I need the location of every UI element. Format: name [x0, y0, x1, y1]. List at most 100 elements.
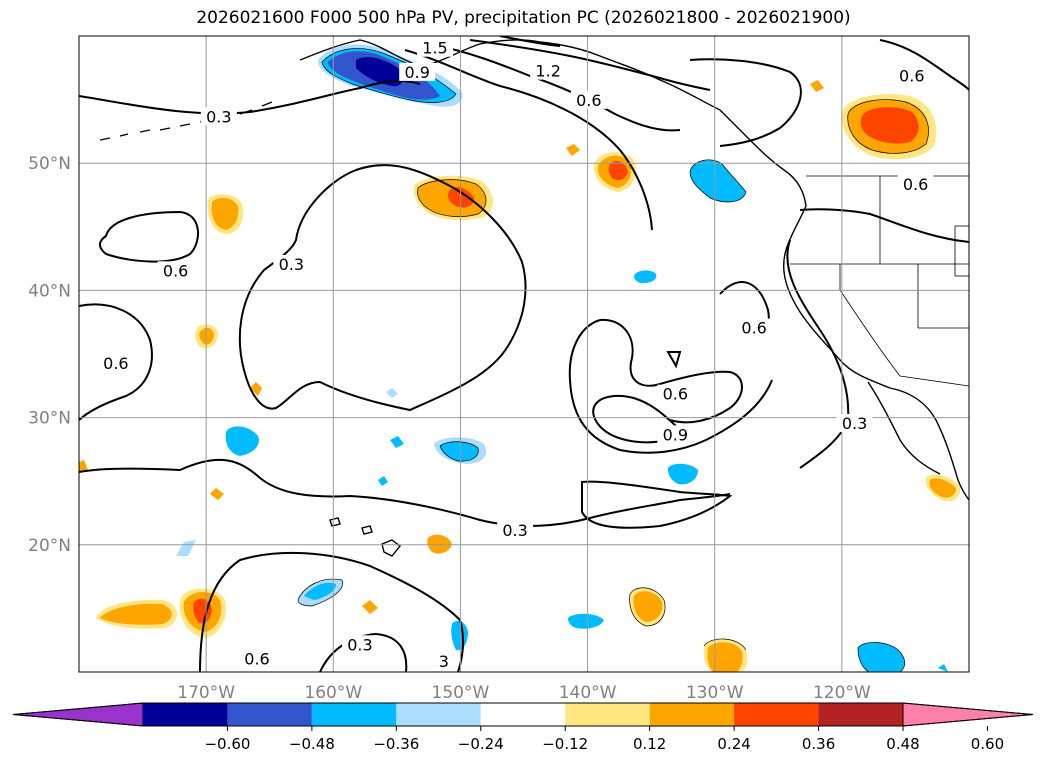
contour-label: 0.9 [404, 63, 429, 82]
hawaii-islands [329, 517, 401, 557]
contour-label-bg [657, 425, 694, 444]
x-tick-label: 160°W [304, 683, 362, 703]
colorbar-segment [818, 703, 903, 726]
precip-positive-blob [566, 144, 580, 156]
contour-label: 0.6 [576, 91, 601, 110]
colorbar-tick-label: −0.48 [289, 735, 335, 753]
pv-contour-0-3-west-band [79, 458, 731, 527]
precip-negative-blob [690, 159, 746, 202]
pv-contour-0-9-center [592, 394, 681, 444]
pv-contour-0-6-west [99, 210, 200, 263]
precip-blob-outlines [297, 48, 929, 672]
us-west-coast [783, 249, 969, 501]
y-tick-label: 40°N [28, 281, 71, 301]
contour-label: 0.6 [899, 67, 924, 86]
precip-negative-blob [634, 270, 657, 284]
pv-contour-1-2-north [469, 39, 711, 91]
precip-negative-blob [858, 642, 905, 672]
alaska-coast [299, 39, 721, 111]
colorbar: −0.60 −0.48 −0.36 −0.24 −0.12 0.12 0.24 0.36 0.4… [12, 702, 1034, 753]
precip-positive-blob [100, 603, 172, 625]
precip-positive-blob [79, 460, 88, 473]
contour-label-bg [341, 635, 378, 654]
pv-contour-0-3-center [599, 318, 743, 424]
contour-label: 0.3 [842, 414, 867, 433]
colorbar-tick-label: −0.12 [542, 735, 588, 753]
colorbar-extend-high [902, 702, 1034, 727]
colorbar-segment [734, 703, 819, 726]
colorbar-tick-label: 0.36 [802, 735, 835, 753]
contour-label-bg [530, 61, 567, 80]
contour-label-bg [736, 318, 773, 337]
x-tick-label: 150°W [432, 683, 490, 703]
chart-title: 2026021600 F000 500 hPa PV, precipitatio… [196, 8, 851, 28]
colorbar-tick-label: −0.60 [204, 735, 250, 753]
contour-label: 1.2 [535, 62, 560, 81]
contour-label-bg [239, 649, 275, 668]
contour-label-bg [97, 354, 134, 373]
pv-contours [79, 36, 969, 672]
precip-negative-blob [440, 441, 479, 462]
contour-label-bg [497, 520, 534, 539]
precip-negative-blob [938, 664, 948, 672]
plot-frame [78, 35, 970, 673]
contour-label: 0.3 [279, 255, 304, 274]
y-tick-label: 30°N [28, 409, 71, 429]
pv-contour-0-6-gulf [689, 58, 802, 147]
precip-negative-blob [225, 426, 259, 456]
contour-label-bg [417, 38, 453, 57]
map-plot-area: 1.5 0.9 1.2 0.6 0.6 0.3 0.6 0.3 0.6 0.6 0.6 0.9 0.3 0… [79, 36, 969, 672]
colorbar-segment [480, 703, 566, 726]
colorbar-segment [396, 703, 481, 726]
contour-label: 1.5 [422, 39, 447, 58]
x-tick-label: 120°W [813, 683, 871, 703]
colorbar-tick-label: 0.48 [886, 735, 919, 753]
contour-label: 0.6 [163, 261, 188, 280]
precip-negative-blob [304, 582, 336, 600]
precip-positive-blob [250, 382, 262, 396]
pv-contour-0-3-north [79, 80, 421, 115]
contour-label: 0.6 [103, 354, 128, 373]
precip-positive-blob [193, 598, 212, 624]
contour-label-bg [200, 107, 237, 126]
precip-negative-blob [386, 388, 398, 398]
colorbar-extend-low [12, 702, 144, 727]
contour-label-bg [657, 384, 694, 403]
colorbar-segment [649, 703, 735, 726]
precip-negative-blob [390, 436, 404, 448]
contour-label: 0.6 [663, 385, 688, 404]
precip-negative-blob [568, 613, 604, 629]
colorbar-tick-label: 0.12 [633, 735, 666, 753]
pv-contour-0-3-coast [799, 208, 969, 243]
precip-positive-blob [860, 107, 919, 144]
contour-label: 0.6 [741, 319, 766, 338]
contour-label: 0.3 [502, 521, 527, 540]
contour-label-bg [893, 66, 930, 85]
x-tick-label: 130°W [686, 683, 744, 703]
precip-negative-blob [668, 463, 698, 485]
pv-contour-0-3-low-main [238, 164, 527, 412]
contour-label: 0.9 [663, 425, 688, 444]
pv-contour-labels: 1.5 0.9 1.2 0.6 0.6 0.3 0.6 0.3 0.6 0.6 0.6 0.9 0.3 0… [97, 38, 934, 671]
contour-label-bg [897, 174, 934, 193]
contour-label: 0.6 [903, 175, 928, 194]
pv-contour-0-6-center [568, 319, 773, 454]
pv-contour-0-6-canada [879, 39, 969, 91]
political-borders [790, 175, 969, 387]
contour-label: 0.3 [347, 635, 372, 654]
precip-positive-blob [210, 488, 224, 500]
pv-contour-0-3-coast-2 [786, 239, 850, 469]
colorbar-segment [565, 703, 650, 726]
colorbar-segment [227, 703, 312, 726]
pv-contour-0-9-north [429, 43, 681, 132]
baja-coast [867, 381, 941, 475]
precip-positive-blob [362, 600, 378, 614]
gridlines [79, 36, 969, 672]
pv-contour-0-6-far-west [79, 303, 153, 421]
contour-label: 0.3 [206, 107, 231, 126]
y-axis-ticks: 50°N 40°N 30°N 20°N [28, 154, 71, 556]
precip-positive-blob [211, 197, 239, 230]
precip-positive-blob [929, 478, 956, 498]
precip-positive-blob [427, 534, 452, 554]
